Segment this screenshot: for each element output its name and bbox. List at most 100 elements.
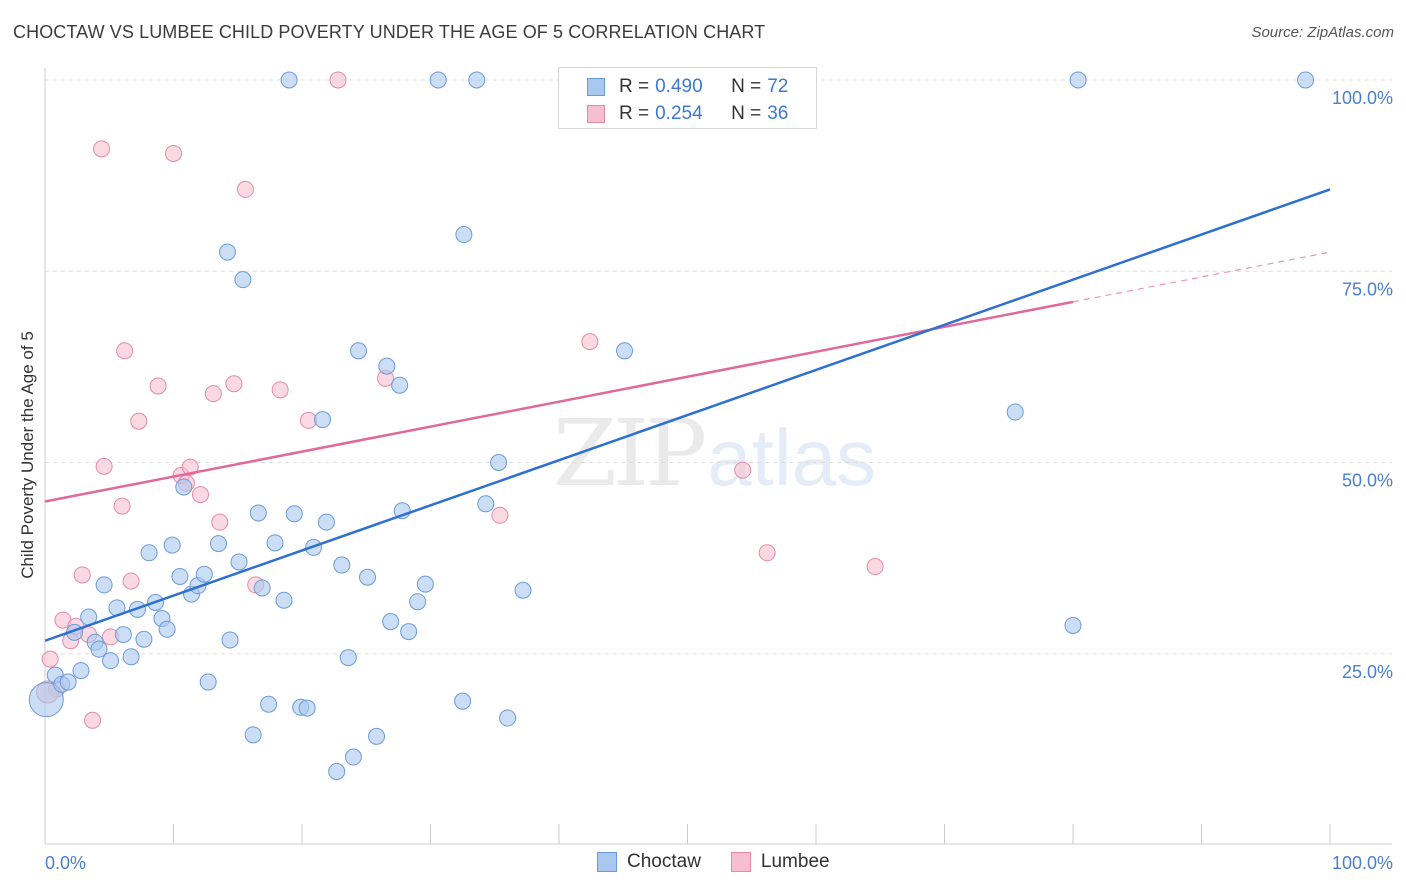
choctaw-point: [244, 726, 262, 744]
choctaw-point: [416, 575, 434, 593]
choctaw-swatch: [587, 78, 605, 96]
choctaw-point: [317, 513, 335, 531]
n-label: N =: [731, 103, 762, 124]
lumbee-point: [191, 486, 209, 504]
choctaw-point: [477, 495, 495, 513]
r-value: 0.490: [655, 76, 703, 97]
choctaw-point: [454, 692, 472, 710]
legend-row-choctaw: R = 0.490 N = 72: [587, 73, 788, 101]
choctaw-point: [249, 504, 267, 522]
choctaw-point: [429, 71, 447, 89]
choctaw-points: [28, 71, 1315, 781]
choctaw-point: [158, 620, 176, 638]
choctaw-point: [468, 71, 486, 89]
y-tick-label: 50.0%: [1342, 471, 1393, 491]
n-value: 72: [767, 76, 789, 97]
choctaw-point: [499, 709, 517, 727]
n-label: N =: [731, 76, 762, 97]
choctaw-point: [102, 652, 120, 670]
tick-labels: 25.0% 50.0% 75.0% 100.0% 0.0% 100.0%: [45, 88, 1393, 873]
lumbee-point: [866, 558, 884, 576]
choctaw-point: [90, 640, 108, 658]
legend-item-choctaw[interactable]: Choctaw: [597, 851, 701, 873]
x-tick-label: 0.0%: [45, 853, 86, 873]
choctaw-trend-line: [44, 188, 1331, 642]
choctaw-point: [391, 376, 409, 394]
choctaw-point: [344, 748, 362, 766]
choctaw-swatch: [597, 852, 617, 872]
legend-row-lumbee: R = 0.254 N = 36: [587, 100, 788, 128]
choctaw-point: [400, 623, 418, 641]
lumbee-point: [225, 375, 243, 393]
lumbee-point: [95, 457, 113, 475]
choctaw-point: [209, 535, 227, 553]
lumbee-point: [165, 144, 182, 162]
lumbee-point: [149, 377, 167, 395]
choctaw-point: [382, 613, 400, 631]
choctaw-point: [95, 576, 113, 594]
lumbee-point: [211, 513, 229, 531]
choctaw-point: [199, 673, 217, 691]
lumbee-point: [130, 412, 148, 430]
choctaw-point: [221, 631, 239, 649]
choctaw-point: [175, 478, 193, 496]
lumbee-point: [491, 506, 509, 524]
choctaw-point: [368, 727, 386, 745]
lumbee-trend-line: [44, 300, 1074, 503]
choctaw-point: [328, 763, 346, 781]
r-value: 0.254: [655, 103, 703, 124]
choctaw-point: [490, 454, 508, 471]
chart-title: CHOCTAW VS LUMBEE CHILD POVERTY UNDER TH…: [13, 22, 766, 42]
choctaw-point: [59, 673, 77, 691]
choctaw-point: [135, 630, 153, 648]
r-label: R =: [619, 103, 650, 124]
choctaw-point: [1064, 616, 1082, 634]
legend-label-lumbee: Lumbee: [760, 851, 830, 872]
lumbee-point: [329, 71, 347, 89]
lumbee-point: [204, 385, 222, 403]
choctaw-point: [122, 648, 140, 666]
lumbee-point: [758, 544, 776, 562]
choctaw-point: [230, 553, 248, 571]
x-tick-label: 100.0%: [1332, 853, 1393, 873]
choctaw-point: [339, 649, 357, 667]
lumbee-trend-extension: [1072, 251, 1331, 303]
choctaw-point: [275, 591, 293, 609]
lumbee-point: [236, 180, 254, 198]
choctaw-point: [171, 567, 189, 585]
choctaw-point: [218, 243, 236, 261]
choctaw-point: [1069, 71, 1087, 89]
choctaw-point: [1006, 403, 1024, 421]
choctaw-point: [298, 699, 316, 717]
source-label: Source: ZipAtlas.com: [1251, 24, 1394, 41]
choctaw-point: [114, 626, 132, 644]
grid-lines: [45, 79, 1392, 655]
choctaw-point: [378, 357, 396, 375]
choctaw-point: [455, 226, 473, 244]
correlation-legend: R = 0.490 N = 72 R = 0.254 N = 36: [558, 67, 817, 129]
choctaw-point: [28, 682, 64, 718]
choctaw-point: [234, 271, 252, 289]
legend-item-lumbee[interactable]: Lumbee: [730, 851, 830, 873]
lumbee-point: [299, 411, 317, 429]
y-axis-label: Child Poverty Under the Age of 5: [18, 331, 37, 579]
lumbee-point: [581, 333, 599, 351]
lumbee-point: [84, 711, 102, 729]
choctaw-point: [350, 342, 368, 360]
choctaw-point: [140, 544, 158, 562]
trend-lines: [44, 188, 1331, 642]
legend-label-choctaw: Choctaw: [627, 851, 701, 872]
n-value: 36: [767, 103, 789, 124]
choctaw-point: [285, 505, 303, 523]
lumbee-point: [73, 566, 91, 584]
lumbee-swatch: [730, 852, 751, 872]
lumbee-point: [734, 461, 752, 479]
choctaw-point: [260, 695, 278, 713]
lumbee-point: [122, 572, 140, 590]
y-tick-label: 75.0%: [1342, 279, 1393, 299]
y-tick-label: 25.0%: [1342, 662, 1393, 682]
choctaw-point: [195, 565, 213, 583]
choctaw-point: [359, 568, 377, 586]
choctaw-point: [333, 556, 351, 574]
